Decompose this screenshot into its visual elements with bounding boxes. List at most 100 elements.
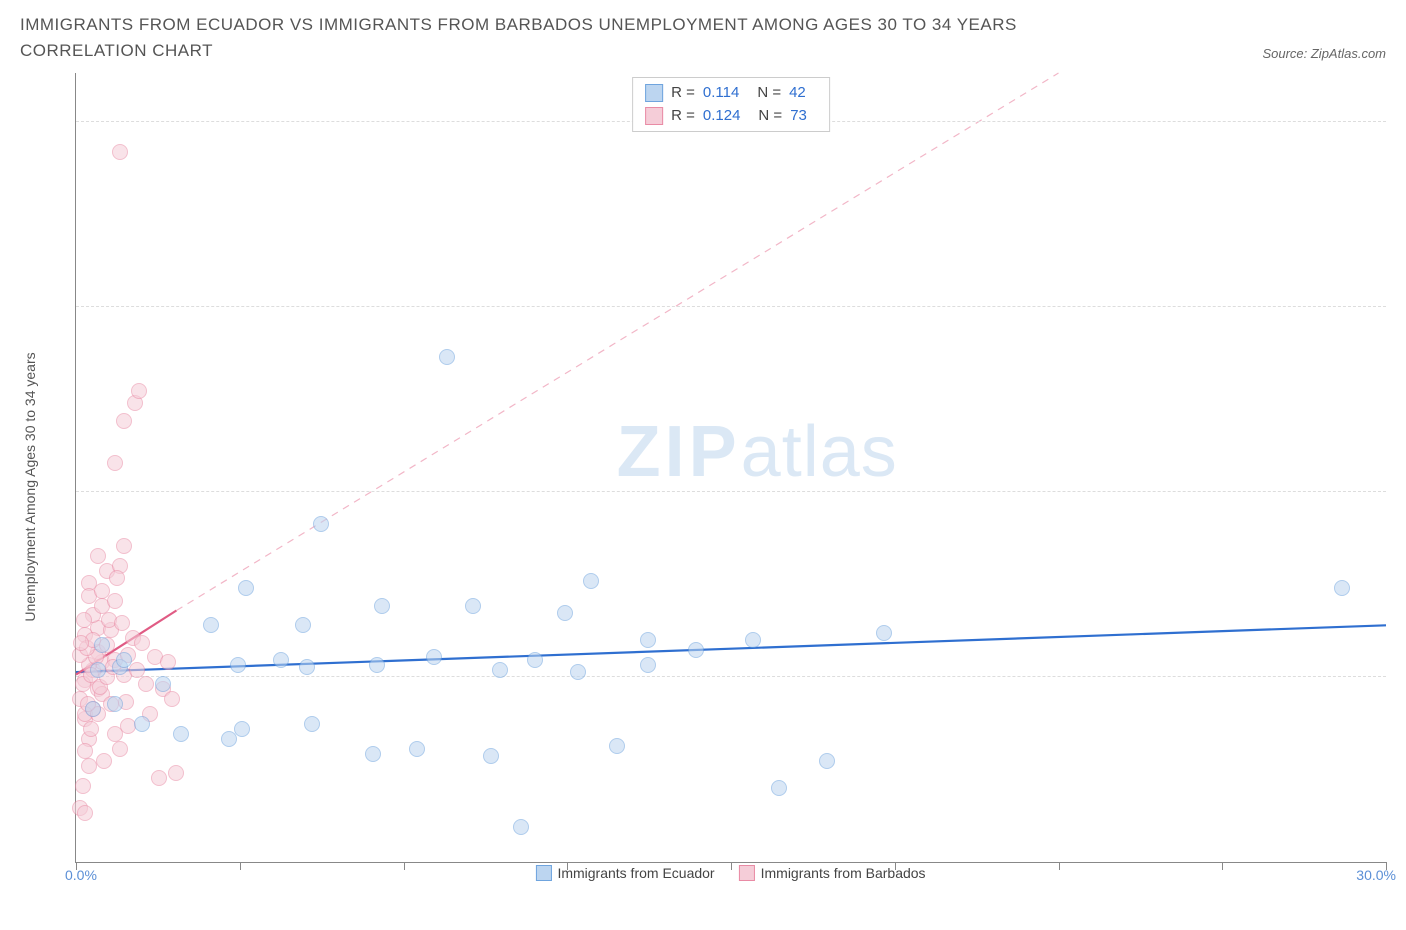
data-point-barbados — [138, 676, 154, 692]
data-point-ecuador — [876, 625, 892, 641]
chart-title: IMMIGRANTS FROM ECUADOR VS IMMIGRANTS FR… — [20, 12, 1140, 63]
legend-swatch-icon — [739, 865, 755, 881]
legend-n-prefix: N = — [757, 82, 781, 105]
trend-line — [176, 73, 1058, 611]
data-point-ecuador — [409, 741, 425, 757]
data-point-barbados — [134, 635, 150, 651]
data-point-ecuador — [203, 617, 219, 633]
data-point-ecuador — [819, 753, 835, 769]
data-point-barbados — [114, 615, 130, 631]
data-point-barbados — [109, 570, 125, 586]
watermark-suffix: atlas — [741, 412, 898, 492]
legend-label-ecuador: Immigrants from Ecuador — [557, 865, 714, 881]
data-point-ecuador — [155, 676, 171, 692]
legend-row-barbados: R = 0.124 N = 73 — [645, 105, 817, 128]
data-point-barbados — [94, 583, 110, 599]
gridline — [76, 491, 1386, 492]
legend-label-barbados: Immigrants from Barbados — [761, 865, 926, 881]
data-point-barbados — [77, 805, 93, 821]
trend-lines-layer — [76, 73, 1386, 862]
data-point-ecuador — [90, 662, 106, 678]
data-point-barbados — [73, 635, 89, 651]
correlation-legend: R = 0.114 N = 42 R = 0.124 N = 73 — [632, 77, 830, 132]
x-axis: 0.0% Immigrants from Ecuador Immigrants … — [75, 863, 1386, 885]
data-point-ecuador — [527, 652, 543, 668]
data-point-ecuador — [295, 617, 311, 633]
data-point-ecuador — [1334, 580, 1350, 596]
data-point-ecuador — [465, 598, 481, 614]
legend-n-barbados: 73 — [790, 105, 807, 128]
data-point-barbados — [168, 765, 184, 781]
source-label: Source: ZipAtlas.com — [1262, 46, 1386, 61]
data-point-barbados — [96, 753, 112, 769]
legend-row-ecuador: R = 0.114 N = 42 — [645, 82, 817, 105]
data-point-barbados — [129, 662, 145, 678]
data-point-ecuador — [771, 780, 787, 796]
data-point-ecuador — [570, 664, 586, 680]
data-point-ecuador — [374, 598, 390, 614]
data-point-ecuador — [273, 652, 289, 668]
legend-swatch-ecuador — [645, 84, 663, 102]
legend-r-ecuador: 0.114 — [703, 82, 739, 105]
data-point-ecuador — [583, 573, 599, 589]
data-point-ecuador — [313, 516, 329, 532]
data-point-ecuador — [173, 726, 189, 742]
data-point-barbados — [75, 778, 91, 794]
legend-n-ecuador: 42 — [789, 82, 806, 105]
legend-r-barbados: 0.124 — [703, 105, 741, 128]
data-point-ecuador — [426, 649, 442, 665]
legend-n-prefix: N = — [758, 105, 782, 128]
legend-swatch-barbados — [645, 107, 663, 125]
data-point-ecuador — [365, 746, 381, 762]
data-point-ecuador — [94, 637, 110, 653]
legend-item-barbados: Immigrants from Barbados — [739, 865, 926, 881]
data-point-ecuador — [369, 657, 385, 673]
data-point-ecuador — [134, 716, 150, 732]
data-point-ecuador — [557, 605, 573, 621]
data-point-barbados — [112, 741, 128, 757]
data-point-barbados — [116, 413, 132, 429]
y-axis-label: Unemployment Among Ages 30 to 34 years — [22, 352, 38, 621]
data-point-ecuador — [304, 716, 320, 732]
legend-r-prefix: R = — [671, 82, 695, 105]
data-point-barbados — [83, 721, 99, 737]
data-point-barbados — [90, 548, 106, 564]
data-point-barbados — [76, 612, 92, 628]
data-point-barbados — [151, 770, 167, 786]
legend-swatch-icon — [535, 865, 551, 881]
trend-line — [76, 625, 1386, 672]
data-point-ecuador — [688, 642, 704, 658]
data-point-barbados — [160, 654, 176, 670]
data-point-ecuador — [230, 657, 246, 673]
data-point-ecuador — [640, 657, 656, 673]
data-point-ecuador — [234, 721, 250, 737]
data-point-barbados — [81, 758, 97, 774]
data-point-barbados — [77, 743, 93, 759]
data-point-barbados — [107, 593, 123, 609]
gridline — [76, 306, 1386, 307]
legend-r-prefix: R = — [671, 105, 695, 128]
data-point-ecuador — [483, 748, 499, 764]
data-point-ecuador — [85, 701, 101, 717]
data-point-barbados — [112, 144, 128, 160]
watermark-prefix: ZIP — [617, 412, 741, 492]
gridline — [76, 676, 1386, 677]
data-point-barbados — [116, 538, 132, 554]
data-point-barbados — [164, 691, 180, 707]
data-point-barbados — [131, 383, 147, 399]
data-point-ecuador — [640, 632, 656, 648]
watermark: ZIPatlas — [617, 411, 898, 493]
data-point-ecuador — [492, 662, 508, 678]
data-point-ecuador — [238, 580, 254, 596]
x-tick-min: 0.0% — [65, 867, 97, 883]
series-legend: Immigrants from Ecuador Immigrants from … — [535, 865, 925, 881]
chart-container: Unemployment Among Ages 30 to 34 years R… — [20, 73, 1386, 885]
data-point-ecuador — [299, 659, 315, 675]
data-point-ecuador — [107, 696, 123, 712]
x-tick-max: 30.0% — [1356, 867, 1396, 883]
data-point-ecuador — [513, 819, 529, 835]
data-point-ecuador — [745, 632, 761, 648]
legend-item-ecuador: Immigrants from Ecuador — [535, 865, 714, 881]
data-point-ecuador — [439, 349, 455, 365]
data-point-barbados — [107, 455, 123, 471]
